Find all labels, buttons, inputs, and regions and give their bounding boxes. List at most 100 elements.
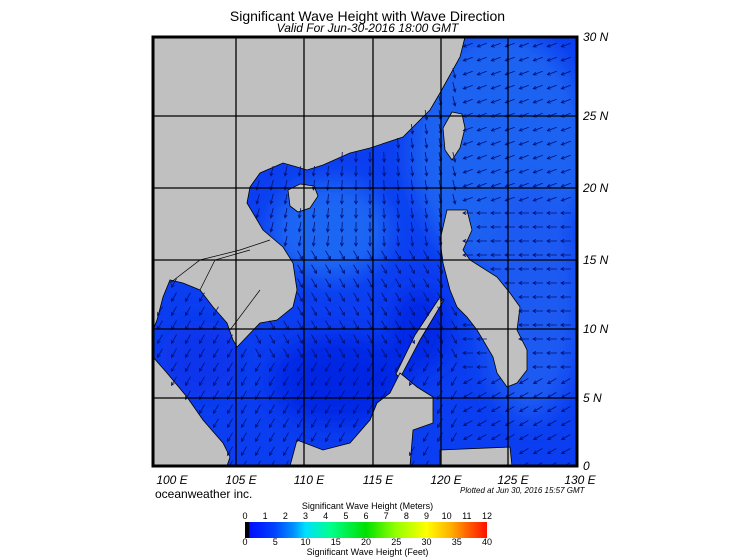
wave-direction-arrow bbox=[395, 334, 401, 345]
feet-tick-label: 30 bbox=[421, 537, 432, 547]
wave-direction-arrow bbox=[437, 432, 443, 443]
wave-direction-arrow bbox=[255, 446, 261, 457]
wave-direction-arrow bbox=[409, 446, 415, 457]
wave-direction-arrow bbox=[518, 211, 529, 215]
wave-direction-arrow bbox=[213, 362, 219, 373]
wave-direction-arrow bbox=[199, 348, 205, 359]
lat-label: 25 N bbox=[583, 109, 609, 123]
wave-direction-arrow bbox=[368, 151, 372, 163]
wave-direction-arrow bbox=[437, 362, 443, 373]
wave-direction-arrow bbox=[185, 362, 191, 373]
wave-direction-arrow bbox=[424, 208, 429, 219]
wave-direction-arrow bbox=[409, 334, 415, 345]
wave-direction-arrow bbox=[560, 337, 571, 341]
wave-direction-arrow bbox=[382, 221, 387, 233]
wave-direction-arrow bbox=[353, 376, 359, 387]
wave-direction-arrow bbox=[546, 267, 557, 271]
wave-direction-arrow bbox=[339, 292, 345, 303]
wave-direction-arrow bbox=[311, 306, 317, 317]
wave-direction-arrow bbox=[518, 420, 529, 426]
wave-direction-arrow bbox=[452, 166, 457, 177]
wave-direction-arrow bbox=[185, 306, 191, 317]
lat-label: 20 N bbox=[583, 181, 609, 195]
wave-direction-arrow bbox=[424, 152, 429, 163]
wave-direction-arrow bbox=[490, 56, 501, 62]
wave-direction-arrow bbox=[255, 208, 260, 219]
wave-direction-arrow bbox=[546, 365, 557, 369]
wave-direction-arrow bbox=[476, 98, 487, 104]
wave-direction-arrow bbox=[269, 348, 275, 359]
meter-tick-label: 12 bbox=[481, 511, 492, 521]
wave-direction-arrow bbox=[409, 376, 415, 387]
wave-direction-arrow bbox=[532, 337, 543, 341]
wave-direction-arrow bbox=[423, 250, 429, 261]
wave-direction-arrow bbox=[518, 323, 529, 327]
wave-direction-arrow bbox=[560, 182, 571, 188]
wave-direction-arrow bbox=[518, 84, 529, 90]
colorbar bbox=[245, 522, 487, 538]
wave-direction-arrow bbox=[504, 281, 515, 285]
wave-direction-arrow bbox=[297, 250, 303, 261]
wave-direction-arrow bbox=[462, 337, 473, 341]
wave-direction-arrow bbox=[560, 98, 571, 104]
wave-direction-arrow bbox=[325, 362, 331, 373]
wave-direction-arrow bbox=[353, 306, 359, 317]
wave-direction-arrow bbox=[227, 432, 233, 443]
wave-direction-arrow bbox=[283, 236, 288, 247]
wave-direction-arrow bbox=[185, 376, 191, 387]
wave-direction-arrow bbox=[518, 154, 529, 160]
wave-direction-arrow bbox=[353, 264, 359, 275]
wave-direction-arrow bbox=[423, 306, 429, 317]
wave-direction-arrow bbox=[560, 42, 571, 48]
wave-direction-arrow bbox=[452, 152, 457, 163]
wave-direction-arrow bbox=[546, 154, 557, 160]
wave-direction-arrow bbox=[353, 362, 359, 373]
feet-tick-label: 15 bbox=[330, 537, 341, 547]
feet-tick-label: 40 bbox=[481, 537, 492, 547]
wave-direction-arrow bbox=[560, 154, 571, 160]
wave-direction-arrow bbox=[283, 418, 289, 429]
feet-tick-label: 10 bbox=[300, 537, 311, 547]
wave-direction-arrow bbox=[462, 70, 473, 76]
wave-direction-arrow bbox=[213, 404, 219, 415]
wave-direction-arrow bbox=[490, 84, 501, 90]
wave-direction-arrow bbox=[354, 165, 358, 177]
wave-direction-arrow bbox=[382, 193, 387, 205]
wave-direction-arrow bbox=[297, 208, 302, 219]
wave-direction-arrow bbox=[476, 211, 487, 215]
wave-direction-arrow bbox=[476, 70, 487, 76]
wave-direction-arrow bbox=[255, 348, 261, 359]
wave-direction-arrow bbox=[396, 207, 401, 219]
wave-direction-arrow bbox=[490, 182, 501, 188]
wave-direction-arrow bbox=[560, 365, 571, 369]
wave-direction-arrow bbox=[532, 365, 543, 369]
wave-direction-arrow bbox=[241, 404, 247, 415]
wave-direction-arrow bbox=[451, 348, 457, 359]
wave-direction-arrow bbox=[462, 182, 473, 188]
wave-direction-arrow bbox=[476, 378, 487, 384]
wave-direction-arrow bbox=[325, 235, 330, 247]
wave-direction-arrow bbox=[451, 306, 457, 317]
wave-direction-arrow bbox=[283, 362, 289, 373]
wave-direction-arrow bbox=[396, 221, 401, 233]
wave-direction-arrow bbox=[518, 225, 529, 229]
wave-direction-arrow bbox=[452, 194, 457, 205]
wave-direction-arrow bbox=[353, 418, 359, 429]
wave-direction-arrow bbox=[311, 404, 317, 415]
wave-direction-arrow bbox=[462, 98, 473, 104]
wave-direction-arrow bbox=[297, 236, 302, 247]
wave-direction-arrow bbox=[297, 334, 303, 345]
wave-direction-arrow bbox=[171, 376, 177, 387]
brand-label: oceanweather inc. bbox=[155, 487, 253, 501]
wave-direction-arrow bbox=[560, 140, 571, 146]
wave-direction-arrow bbox=[560, 253, 571, 257]
wave-direction-arrow bbox=[462, 56, 473, 62]
wave-direction-arrow bbox=[409, 250, 415, 261]
meter-tick-label: 8 bbox=[403, 511, 409, 521]
wave-direction-arrow bbox=[339, 376, 345, 387]
wave-direction-arrow bbox=[395, 362, 401, 373]
wave-direction-arrow bbox=[311, 278, 317, 289]
wave-direction-arrow bbox=[241, 432, 247, 443]
wave-direction-arrow bbox=[382, 207, 387, 219]
wave-direction-arrow bbox=[532, 406, 543, 412]
